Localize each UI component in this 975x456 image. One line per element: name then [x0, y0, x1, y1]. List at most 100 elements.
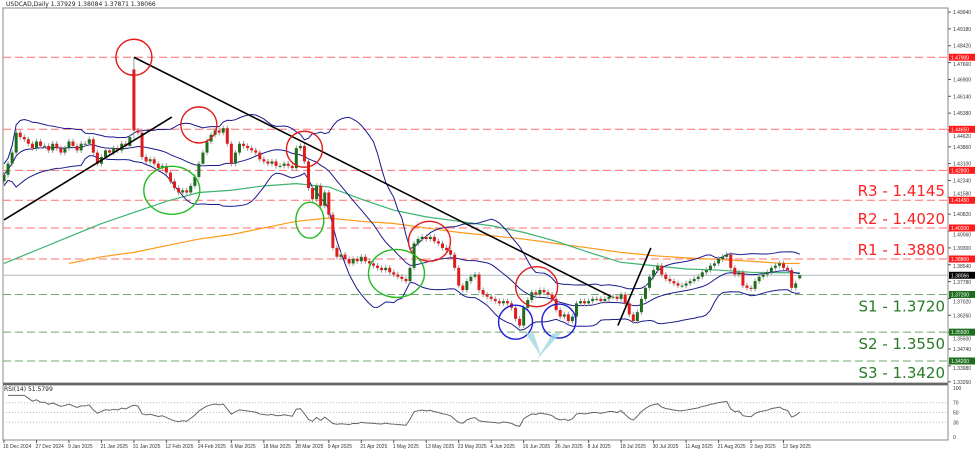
candle-bull	[237, 143, 241, 153]
y-tick-label: 1.38540	[953, 264, 971, 270]
candle-bear	[376, 265, 380, 268]
rsi-level-label: 100	[953, 386, 962, 392]
candle-bear	[489, 296, 493, 299]
candle-bear	[599, 298, 603, 302]
candle-bull	[473, 274, 477, 277]
price-tag-label: 1.35500	[951, 330, 969, 336]
x-tick-label: 11 Aug 2025	[685, 444, 713, 450]
green-highlight-circle	[143, 165, 201, 215]
candle-bull	[769, 267, 773, 273]
candle-bull	[692, 278, 696, 282]
candle-bear	[258, 152, 262, 160]
candle-bear	[668, 278, 672, 282]
candle-bull	[83, 143, 87, 145]
candle-bear	[514, 307, 518, 319]
candle-bear	[229, 143, 233, 164]
candle-bear	[136, 130, 140, 133]
y-tick-label: 1.46140	[953, 94, 971, 100]
price-tag-label: 1.34200	[951, 359, 969, 365]
candle-bear	[59, 148, 63, 153]
x-tick-label: 1 May 2025	[393, 444, 419, 450]
level-label: R3 - 1.4145	[858, 182, 945, 200]
candle-bear	[660, 265, 664, 275]
candle-bear	[225, 128, 229, 144]
x-tick-label: 9 Jan 2025	[68, 444, 93, 450]
price-tag	[949, 328, 975, 336]
candle-bear	[108, 150, 112, 153]
candle-bull	[63, 148, 67, 153]
candle-bull	[777, 263, 781, 266]
candle-bear	[185, 190, 189, 193]
candle-bear	[217, 130, 221, 133]
price-tag	[949, 125, 975, 133]
price-tag-label: 1.40200	[951, 226, 969, 232]
candle-bear	[790, 270, 794, 288]
candle-bull	[193, 176, 197, 186]
candle-bear	[75, 145, 79, 151]
candle-bear	[55, 143, 59, 149]
candle-bull	[717, 259, 721, 264]
candle-bear	[485, 294, 489, 297]
candle-bear	[39, 141, 43, 146]
ma-orange-line	[68, 217, 800, 265]
candle-bear	[392, 272, 396, 275]
candle-bull	[737, 272, 741, 275]
rsi-line	[8, 394, 801, 427]
rsi-label: RSI(14) 51.5799	[4, 386, 53, 393]
x-tick-label: 26 Jun 2025	[555, 444, 583, 450]
x-tick-label: 16 Jun 2025	[523, 444, 551, 450]
candle-bear	[505, 301, 509, 304]
y-tick-label: 1.33980	[953, 366, 971, 372]
candle-bear	[18, 132, 22, 138]
y-tick-label: 1.33260	[953, 380, 971, 386]
x-tick-label: 28 Mar 2025	[295, 444, 323, 450]
candle-bull	[51, 143, 55, 151]
candle-bear	[250, 148, 254, 151]
candle-bear	[583, 301, 587, 304]
x-tick-label: 23 May 2025	[458, 444, 487, 450]
price-tag	[949, 196, 975, 204]
candle-bear	[327, 192, 331, 215]
candle-bear	[367, 261, 371, 264]
candle-bear	[631, 314, 635, 322]
x-tick-label: 31 Jan 2025	[133, 444, 161, 450]
candle-bull	[761, 274, 765, 277]
candle-bear	[749, 287, 753, 289]
candle-bull	[221, 128, 225, 133]
candle-bear	[254, 150, 258, 153]
candle-bull	[696, 276, 700, 279]
candle-bear	[400, 276, 404, 279]
candle-bull	[197, 163, 201, 177]
candle-bull	[67, 141, 71, 149]
y-tick-label: 1.46900	[953, 77, 971, 83]
y-tick-label: 1.43100	[953, 162, 971, 168]
candle-bull	[753, 281, 757, 289]
y-tick-label: 1.42340	[953, 179, 971, 185]
candle-bull	[189, 185, 193, 193]
x-tick-label: 6 Mar 2025	[230, 444, 256, 450]
rsi-level-label: 50	[953, 411, 959, 417]
candle-bear	[307, 161, 310, 189]
candle-bear	[363, 256, 367, 262]
candle-bull	[562, 314, 566, 317]
candle-bull	[428, 236, 432, 240]
y-tick-label: 1.48420	[953, 44, 971, 50]
candle-bull	[684, 283, 688, 286]
candle-bear	[461, 285, 465, 291]
candle-bull	[639, 298, 643, 313]
blue-highlight-circle	[541, 303, 577, 339]
candle-bear	[745, 285, 749, 288]
x-tick-label: 18 Jul 2025	[620, 444, 646, 450]
candle-bear	[152, 159, 156, 164]
candle-bull	[794, 283, 798, 288]
trendline	[617, 247, 652, 326]
price-tag-label: 1.47900	[951, 55, 969, 61]
y-tick-label: 1.41580	[953, 191, 971, 197]
candle-bull	[591, 298, 595, 302]
candle-bull	[700, 272, 704, 277]
candle-bull	[420, 236, 424, 240]
candle-bear	[445, 247, 449, 251]
candle-bull	[652, 270, 656, 277]
x-tick-label: 21 Apr 2025	[360, 444, 387, 450]
candle-bull	[522, 307, 526, 326]
